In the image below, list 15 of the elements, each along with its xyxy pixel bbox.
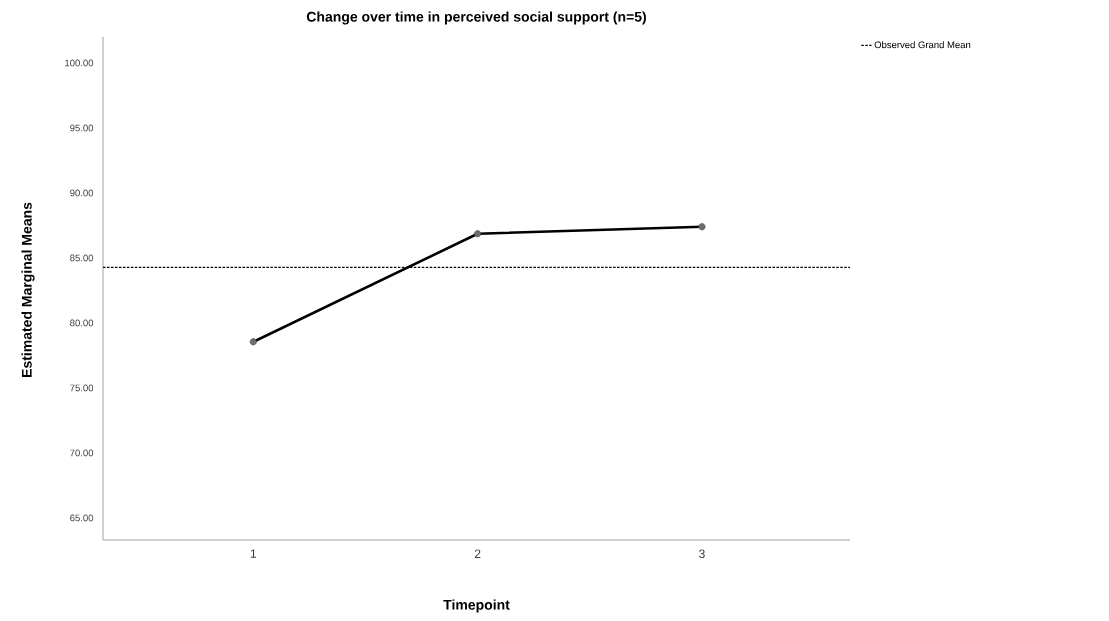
x-axis-title: Timepoint xyxy=(443,599,510,613)
y-tick-label: 65.00 xyxy=(70,514,94,522)
y-axis-title: Estimated Marginal Means xyxy=(21,202,35,377)
y-tick-label: 70.00 xyxy=(70,449,94,457)
chart-title: Change over time in perceived social support (n=5) xyxy=(306,11,646,25)
y-tick-label: 80.00 xyxy=(70,319,94,327)
legend-label: Observed Grand Mean xyxy=(874,41,971,49)
y-tick-label: 95.00 xyxy=(70,124,94,132)
y-tick-label: 85.00 xyxy=(70,254,94,262)
y-tick-label: 90.00 xyxy=(70,189,94,197)
x-tick-label: 1 xyxy=(250,549,257,558)
x-tick-label: 3 xyxy=(699,549,705,559)
y-tick-label: 75.00 xyxy=(70,384,94,392)
y-tick-label: 100.00 xyxy=(65,59,94,67)
x-tick-label: 2 xyxy=(474,549,481,558)
